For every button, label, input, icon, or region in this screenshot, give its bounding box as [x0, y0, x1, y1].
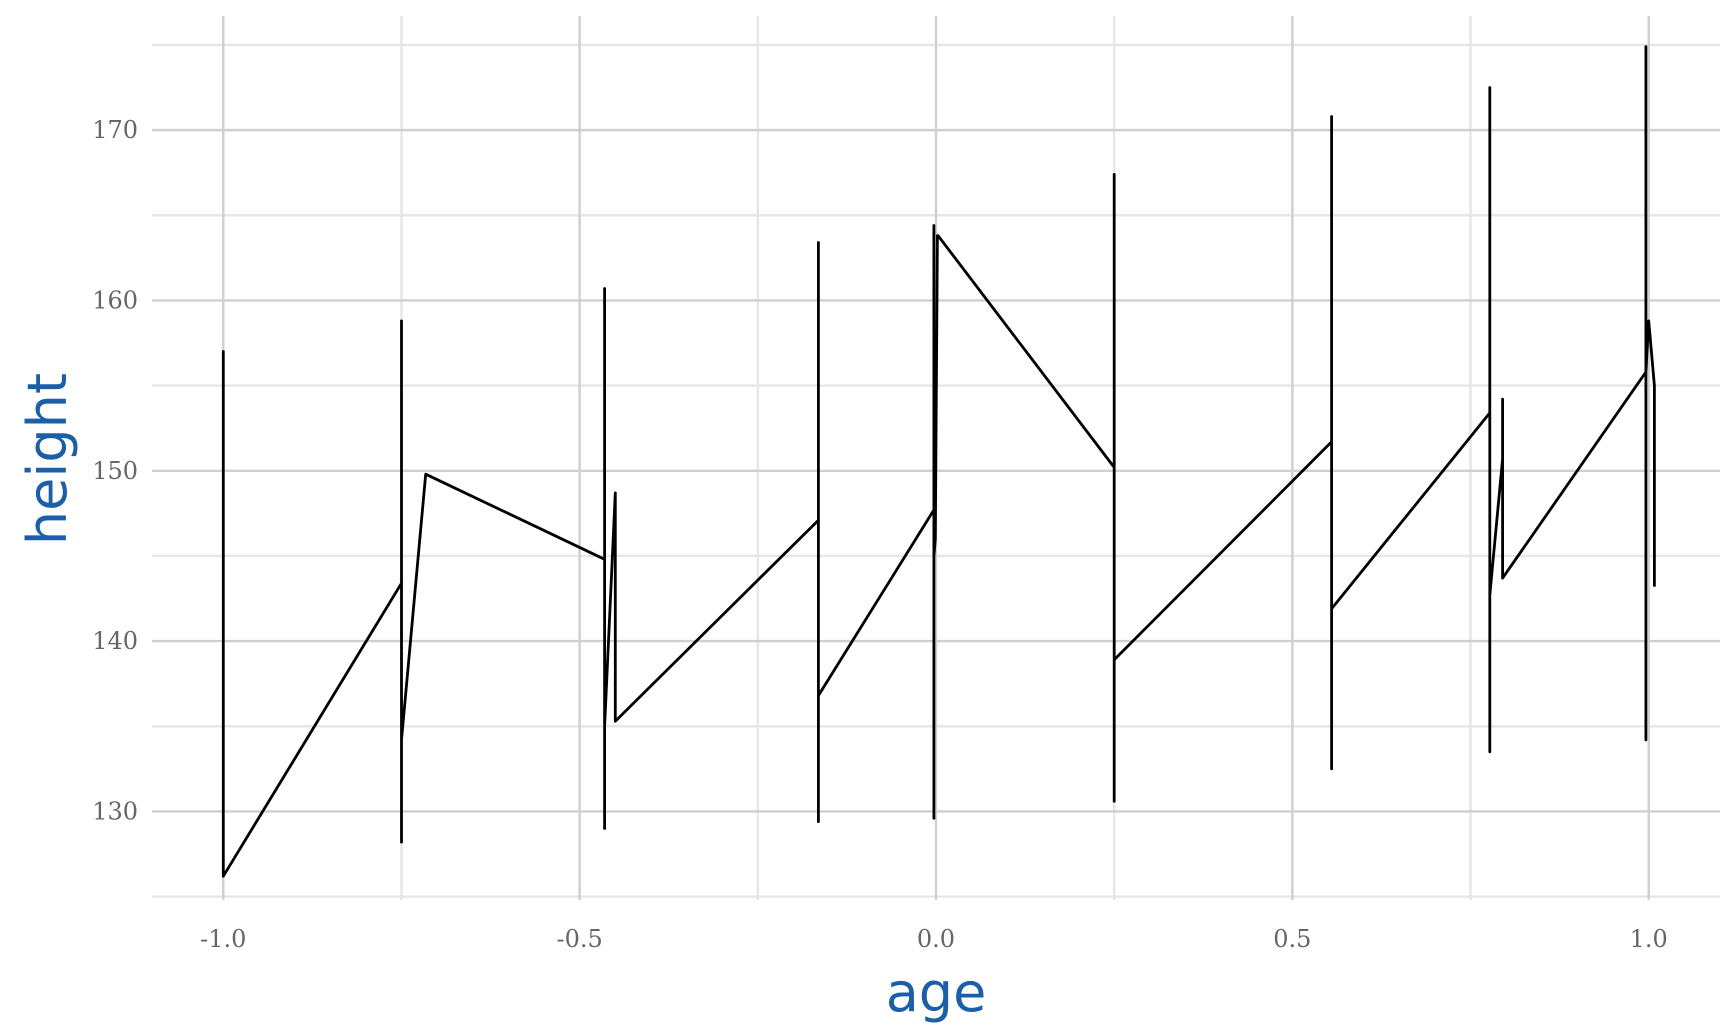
series-line: [221, 45, 1656, 878]
y-tick-label: 170: [92, 116, 138, 144]
x-tick-label: -1.0: [200, 925, 246, 953]
x-tick-label: -0.5: [556, 925, 602, 953]
y-tick-label: 140: [92, 627, 138, 655]
x-tick-label: 1.0: [1630, 925, 1668, 953]
x-tick-label: 0.5: [1273, 925, 1311, 953]
y-axis-title: height: [16, 373, 79, 545]
y-tick-labels: 130 140 150 160 170: [92, 116, 138, 825]
y-tick-label: 160: [92, 286, 138, 314]
y-tick-label: 150: [92, 457, 138, 485]
x-tick-label: 0.0: [917, 925, 955, 953]
x-tick-labels: -1.0 -0.5 0.0 0.5 1.0: [200, 925, 1668, 953]
series-layer: [221, 45, 1656, 878]
y-tick-label: 130: [92, 797, 138, 825]
x-axis-title: age: [886, 961, 987, 1024]
